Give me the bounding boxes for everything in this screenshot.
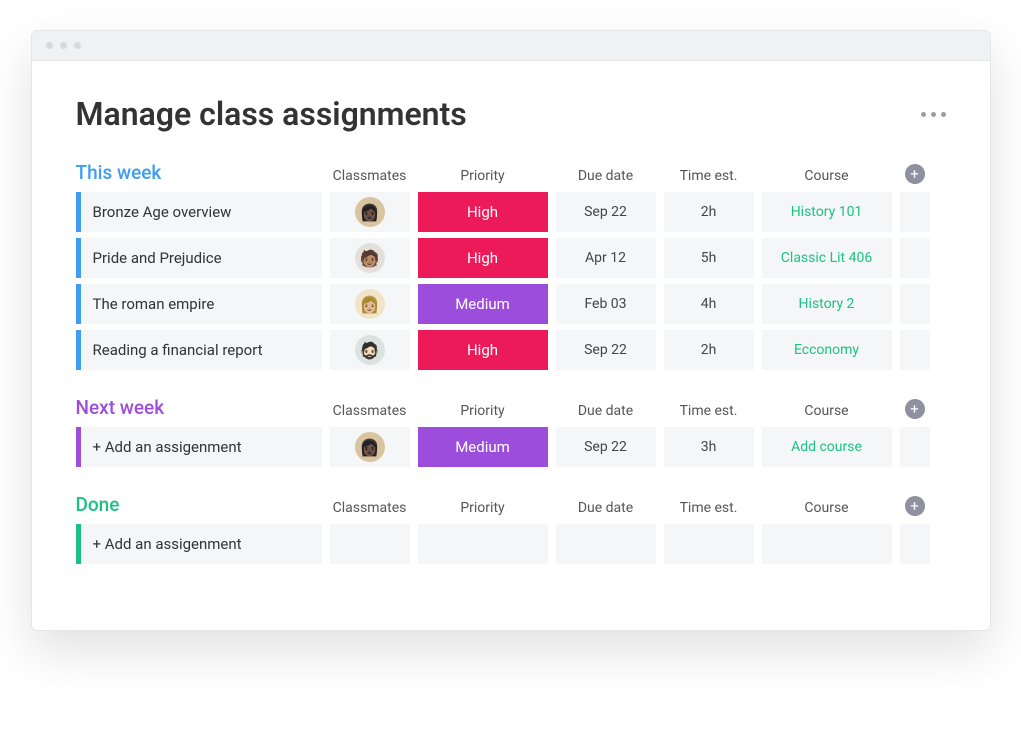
column-header-priority: Priority bbox=[418, 168, 548, 184]
time-estimate-cell[interactable]: 2h bbox=[664, 192, 754, 232]
avatar-icon: 🧑🏽 bbox=[355, 243, 385, 273]
assignment-row: Pride and Prejudice 🧑🏽 HighApr 125hClassic… bbox=[76, 238, 946, 278]
column-header-course: Course bbox=[762, 403, 892, 419]
time-estimate-cell[interactable]: 3h bbox=[664, 427, 754, 467]
column-header-classmates: Classmates bbox=[330, 500, 410, 516]
due-date-cell[interactable] bbox=[556, 524, 656, 564]
column-header-course: Course bbox=[762, 168, 892, 184]
due-date-cell[interactable]: Sep 22 bbox=[556, 192, 656, 232]
avatar-icon: 🧔🏻 bbox=[355, 335, 385, 365]
time-estimate-cell[interactable]: 2h bbox=[664, 330, 754, 370]
assignment-row: Reading a financial report 🧔🏻 HighSep 222h… bbox=[76, 330, 946, 370]
classmate-cell[interactable]: 👩🏿 bbox=[330, 427, 410, 467]
column-header-timeEst: Time est. bbox=[664, 403, 754, 419]
column-header-priority: Priority bbox=[418, 500, 548, 516]
trailing-cell bbox=[900, 284, 930, 324]
header-row: Manage class assignments bbox=[76, 95, 946, 133]
window-dot-icon bbox=[74, 42, 81, 49]
more-menu-button[interactable] bbox=[921, 112, 946, 117]
column-header-classmates: Classmates bbox=[330, 403, 410, 419]
priority-cell[interactable]: Medium bbox=[418, 284, 548, 324]
trailing-cell bbox=[900, 192, 930, 232]
column-header-course: Course bbox=[762, 500, 892, 516]
classmate-cell[interactable]: 🧑🏽 bbox=[330, 238, 410, 278]
task-name-cell[interactable]: Pride and Prejudice bbox=[76, 238, 322, 278]
course-cell[interactable] bbox=[762, 524, 892, 564]
time-estimate-cell[interactable]: 4h bbox=[664, 284, 754, 324]
task-name-cell[interactable]: + Add an assigenment bbox=[76, 427, 322, 467]
course-cell[interactable]: Classic Lit 406 bbox=[762, 238, 892, 278]
add-column-button[interactable]: + bbox=[905, 399, 925, 419]
task-name-cell[interactable]: The roman empire bbox=[76, 284, 322, 324]
assignment-row: + Add an assigenment 👩🏿 MediumSep 223hAdd … bbox=[76, 427, 946, 467]
assignment-row: + Add an assigenment bbox=[76, 524, 946, 564]
section-done: Done Classmates Priority Due date Time est. C… bbox=[76, 493, 946, 564]
column-header-dueDate: Due date bbox=[556, 500, 656, 516]
window-dot-icon bbox=[46, 42, 53, 49]
due-date-cell[interactable]: Sep 22 bbox=[556, 427, 656, 467]
avatar-icon: 👩🏿 bbox=[355, 432, 385, 462]
priority-cell[interactable] bbox=[418, 524, 548, 564]
task-name-cell[interactable]: + Add an assigenment bbox=[76, 524, 322, 564]
priority-cell[interactable]: High bbox=[418, 238, 548, 278]
plus-icon: + bbox=[910, 167, 919, 182]
content-area: Manage class assignments This week Classm… bbox=[32, 61, 990, 630]
trailing-cell bbox=[900, 427, 930, 467]
section-header: Done Classmates Priority Due date Time est. C… bbox=[76, 493, 946, 524]
task-name-cell[interactable]: Bronze Age overview bbox=[76, 192, 322, 232]
add-column-button[interactable]: + bbox=[905, 496, 925, 516]
avatar-icon: 👩🏿 bbox=[355, 197, 385, 227]
column-header-dueDate: Due date bbox=[556, 403, 656, 419]
column-header-dueDate: Due date bbox=[556, 168, 656, 184]
plus-icon: + bbox=[910, 402, 919, 417]
time-estimate-cell[interactable] bbox=[664, 524, 754, 564]
priority-cell[interactable]: High bbox=[418, 330, 548, 370]
due-date-cell[interactable]: Sep 22 bbox=[556, 330, 656, 370]
priority-cell[interactable]: Medium bbox=[418, 427, 548, 467]
course-cell[interactable]: History 101 bbox=[762, 192, 892, 232]
section-next-week: Next week Classmates Priority Due date Time … bbox=[76, 396, 946, 467]
trailing-cell bbox=[900, 524, 930, 564]
classmate-cell[interactable]: 👩🏼 bbox=[330, 284, 410, 324]
section-title[interactable]: This week bbox=[76, 161, 322, 184]
column-header-timeEst: Time est. bbox=[664, 500, 754, 516]
due-date-cell[interactable]: Feb 03 bbox=[556, 284, 656, 324]
add-column-button[interactable]: + bbox=[905, 164, 925, 184]
window-titlebar bbox=[32, 31, 990, 61]
trailing-cell bbox=[900, 238, 930, 278]
more-dot-icon bbox=[921, 112, 926, 117]
section-title[interactable]: Done bbox=[76, 493, 322, 516]
section-header: Next week Classmates Priority Due date Time … bbox=[76, 396, 946, 427]
trailing-cell bbox=[900, 330, 930, 370]
course-cell[interactable]: Add course bbox=[762, 427, 892, 467]
course-cell[interactable]: Ecconomy bbox=[762, 330, 892, 370]
more-dot-icon bbox=[941, 112, 946, 117]
column-header-priority: Priority bbox=[418, 403, 548, 419]
classmate-cell[interactable]: 👩🏿 bbox=[330, 192, 410, 232]
classmate-cell[interactable]: 🧔🏻 bbox=[330, 330, 410, 370]
avatar-icon: 👩🏼 bbox=[355, 289, 385, 319]
assignment-row: The roman empire 👩🏼 MediumFeb 034hHistory … bbox=[76, 284, 946, 324]
app-window: Manage class assignments This week Classm… bbox=[31, 30, 991, 631]
plus-icon: + bbox=[910, 499, 919, 514]
section-title[interactable]: Next week bbox=[76, 396, 322, 419]
window-dot-icon bbox=[60, 42, 67, 49]
page-title: Manage class assignments bbox=[76, 95, 467, 133]
section-this-week: This week Classmates Priority Due date Time … bbox=[76, 161, 946, 370]
column-header-classmates: Classmates bbox=[330, 168, 410, 184]
more-dot-icon bbox=[931, 112, 936, 117]
assignment-row: Bronze Age overview 👩🏿 HighSep 222hHistory… bbox=[76, 192, 946, 232]
task-name-cell[interactable]: Reading a financial report bbox=[76, 330, 322, 370]
due-date-cell[interactable]: Apr 12 bbox=[556, 238, 656, 278]
section-header: This week Classmates Priority Due date Time … bbox=[76, 161, 946, 192]
time-estimate-cell[interactable]: 5h bbox=[664, 238, 754, 278]
classmate-cell[interactable] bbox=[330, 524, 410, 564]
course-cell[interactable]: History 2 bbox=[762, 284, 892, 324]
sections-container: This week Classmates Priority Due date Time … bbox=[76, 161, 946, 564]
column-header-timeEst: Time est. bbox=[664, 168, 754, 184]
priority-cell[interactable]: High bbox=[418, 192, 548, 232]
